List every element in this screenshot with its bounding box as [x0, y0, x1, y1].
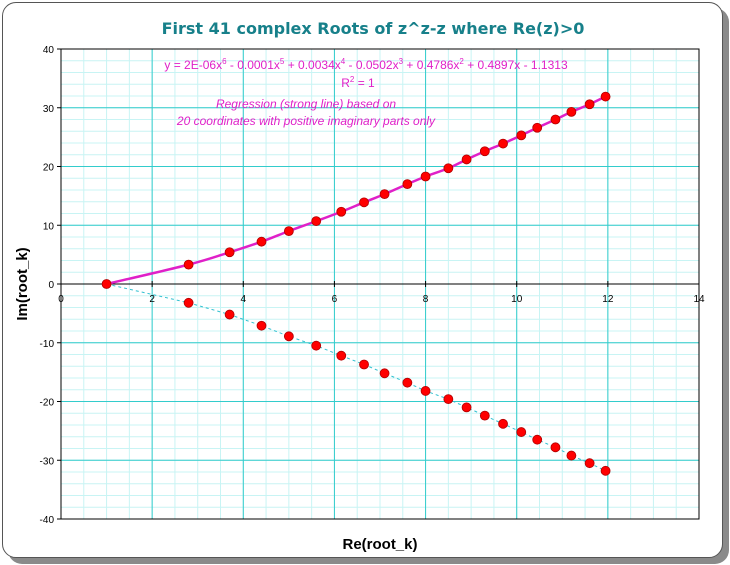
lower-root-point	[532, 434, 543, 445]
y-tick-label: 40	[43, 45, 55, 56]
y-tick-label: -20	[40, 398, 55, 409]
y-tick-label: -30	[40, 456, 55, 467]
series-layer	[101, 91, 611, 476]
upper-root-point	[336, 206, 347, 217]
upper-root-point	[379, 189, 390, 200]
upper-root-point	[498, 138, 508, 149]
upper-root-point	[311, 216, 322, 227]
upper-root-point	[256, 236, 267, 247]
lower-root-point	[311, 340, 322, 351]
upper-root-point	[584, 99, 595, 110]
y-tick-label: 0	[48, 280, 54, 291]
upper-root-point	[420, 171, 431, 182]
y-axis-label: Im(root_k)	[14, 247, 31, 320]
upper-root-point	[443, 163, 454, 174]
chart-title: First 41 complex Roots of z^z-z where Re…	[162, 19, 585, 38]
upper-root-point	[101, 279, 112, 289]
lower-root-point	[479, 410, 490, 421]
chart-svg: 0 2 4 6 8 10 12 14 -40 -30 -20 -10 0 10 20 30 40 First 4…	[14, 19, 705, 553]
lower-root-point	[516, 427, 527, 437]
upper-root-point	[566, 106, 577, 117]
upper-root-point	[532, 122, 543, 133]
lower-root-point	[550, 442, 561, 453]
x-tick-label: 14	[693, 294, 705, 305]
x-tick-label: 4	[241, 294, 247, 305]
upper-root-point	[402, 179, 413, 190]
r-squared-label: R2 = 1	[341, 75, 375, 90]
lower-root-point	[584, 458, 595, 469]
x-tick-label: 8	[423, 294, 429, 305]
lower-root-point	[443, 394, 454, 405]
ticks: 0 2 4 6 8 10 12 14 -40 -30 -20 -10 0 10 20 30 40	[40, 45, 705, 526]
x-tick-label: 0	[58, 294, 64, 305]
lower-root-point	[359, 359, 369, 370]
lower-root-point	[379, 368, 390, 379]
lower-root-point	[498, 418, 508, 429]
upper-root-point	[359, 197, 369, 208]
lower-root-point	[224, 309, 235, 320]
trendline-equation: y = 2E-06x6 - 0.0001x5 + 0.0034x4 - 0.05…	[164, 57, 568, 72]
upper-root-point	[283, 226, 294, 237]
upper-root-point	[183, 259, 194, 270]
lower-root-point	[283, 331, 294, 342]
upper-root-point	[479, 146, 490, 157]
upper-root-point	[224, 247, 235, 258]
lower-root-point	[183, 297, 194, 308]
lower-root-point	[566, 450, 577, 461]
lower-root-point	[402, 377, 413, 388]
lower-root-point	[600, 465, 611, 476]
x-tick-label: 6	[332, 294, 338, 305]
x-tick-label: 12	[602, 294, 614, 305]
chart-frame: 0 2 4 6 8 10 12 14 -40 -30 -20 -10 0 10 20 30 40 First 4…	[2, 2, 723, 558]
y-tick-label: 20	[43, 163, 55, 174]
upper-root-point	[550, 114, 561, 125]
y-tick-label: -40	[40, 515, 55, 526]
annotation-line-1: Regression (strong line) based on	[216, 97, 396, 111]
lower-series-connector	[106, 283, 606, 472]
x-axis-label: Re(root_k)	[342, 536, 417, 553]
upper-root-point	[461, 154, 472, 165]
y-tick-label: -10	[40, 339, 55, 350]
x-tick-label: 2	[149, 294, 155, 305]
annotation-line-2: 20 coordinates with positive imaginary p…	[176, 114, 436, 128]
lower-root-point	[256, 320, 267, 331]
upper-root-point	[600, 91, 611, 102]
x-tick-label: 10	[511, 294, 523, 305]
upper-root-point	[516, 130, 527, 141]
lower-root-point	[420, 386, 431, 396]
y-tick-label: 10	[43, 221, 55, 232]
lower-root-point	[336, 350, 347, 361]
lower-root-point	[461, 402, 472, 413]
y-tick-label: 30	[43, 104, 55, 115]
